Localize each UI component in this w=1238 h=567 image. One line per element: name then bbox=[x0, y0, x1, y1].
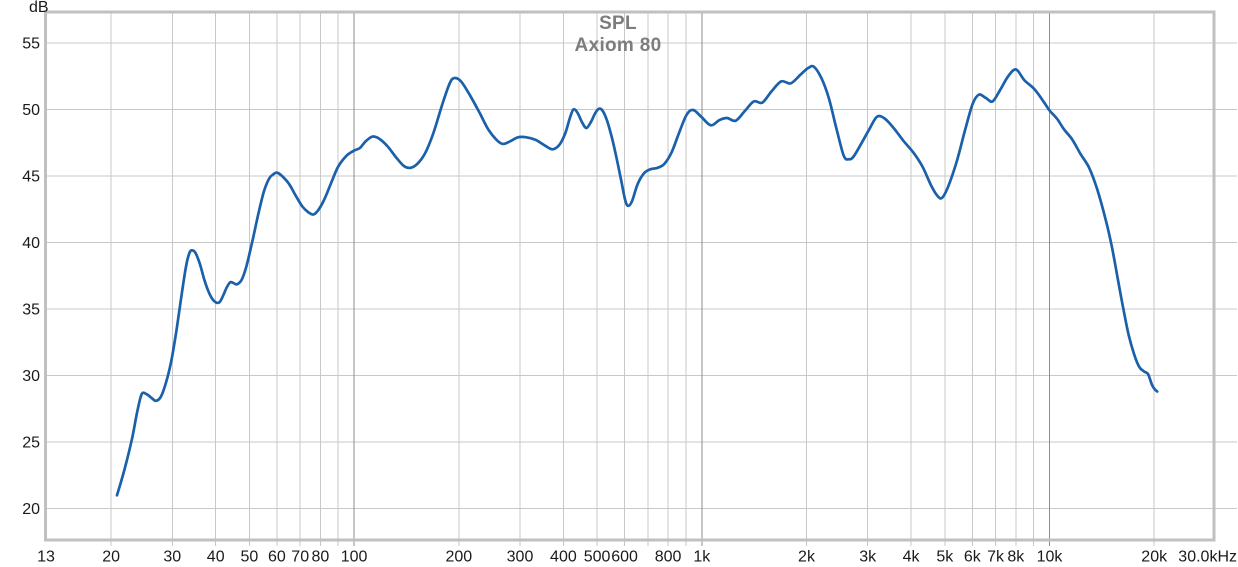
x-tick-label: 600 bbox=[611, 549, 638, 566]
x-tick-label: 2k bbox=[798, 549, 816, 566]
x-tick-label: 7k bbox=[987, 549, 1005, 566]
x-tick-label: 200 bbox=[445, 549, 472, 566]
chart-subtitle: Axiom 80 bbox=[574, 35, 662, 56]
chart-title: SPL bbox=[599, 13, 637, 34]
y-tick-label: 40 bbox=[22, 235, 40, 252]
x-tick-label: 50 bbox=[241, 549, 259, 566]
gridlines bbox=[44, 13, 1237, 546]
x-tick-label: 30 bbox=[163, 549, 181, 566]
x-tick-label: 400 bbox=[550, 549, 577, 566]
y-tick-label: 20 bbox=[22, 501, 40, 518]
x-tick-label: 100 bbox=[341, 549, 368, 566]
y-axis-unit-label: dB bbox=[29, 0, 49, 16]
x-tick-label: 80 bbox=[312, 549, 330, 566]
x-tick-label: 4k bbox=[903, 549, 921, 566]
x-tick-label: 10k bbox=[1037, 549, 1064, 566]
x-tick-label: 6k bbox=[964, 549, 982, 566]
x-tick-label: 5k bbox=[936, 549, 954, 566]
x-axis-labels: 13 20 30 40 50 60 70 80 100 200 300 400 500 600 800 1k 2… bbox=[37, 549, 1237, 566]
x-tick-label: 70 bbox=[291, 549, 309, 566]
x-tick-label: 60 bbox=[268, 549, 286, 566]
spl-trace bbox=[115, 64, 1159, 497]
y-tick-label: 45 bbox=[22, 168, 40, 185]
x-tick-label: 8k bbox=[1007, 549, 1025, 566]
x-tick-label: 3k bbox=[859, 549, 877, 566]
x-tick-label: 30.0kHz bbox=[1178, 549, 1237, 566]
y-tick-label: 35 bbox=[22, 302, 40, 319]
x-tick-label: 20 bbox=[102, 549, 120, 566]
x-tick-label: 13 bbox=[37, 549, 55, 566]
y-tick-label: 30 bbox=[22, 368, 40, 385]
x-tick-label: 500 bbox=[584, 549, 611, 566]
y-axis-labels: 55 50 45 40 35 30 25 20 bbox=[22, 35, 40, 518]
x-tick-label: 40 bbox=[207, 549, 225, 566]
x-tick-label: 800 bbox=[655, 549, 682, 566]
x-tick-label: 20k bbox=[1141, 549, 1168, 566]
x-tick-label: 300 bbox=[507, 549, 534, 566]
x-tick-label: 1k bbox=[693, 549, 711, 566]
y-tick-label: 50 bbox=[22, 102, 40, 119]
y-tick-label: 25 bbox=[22, 435, 40, 452]
plot-border bbox=[44, 10, 1216, 542]
y-tick-label: 55 bbox=[22, 35, 40, 52]
